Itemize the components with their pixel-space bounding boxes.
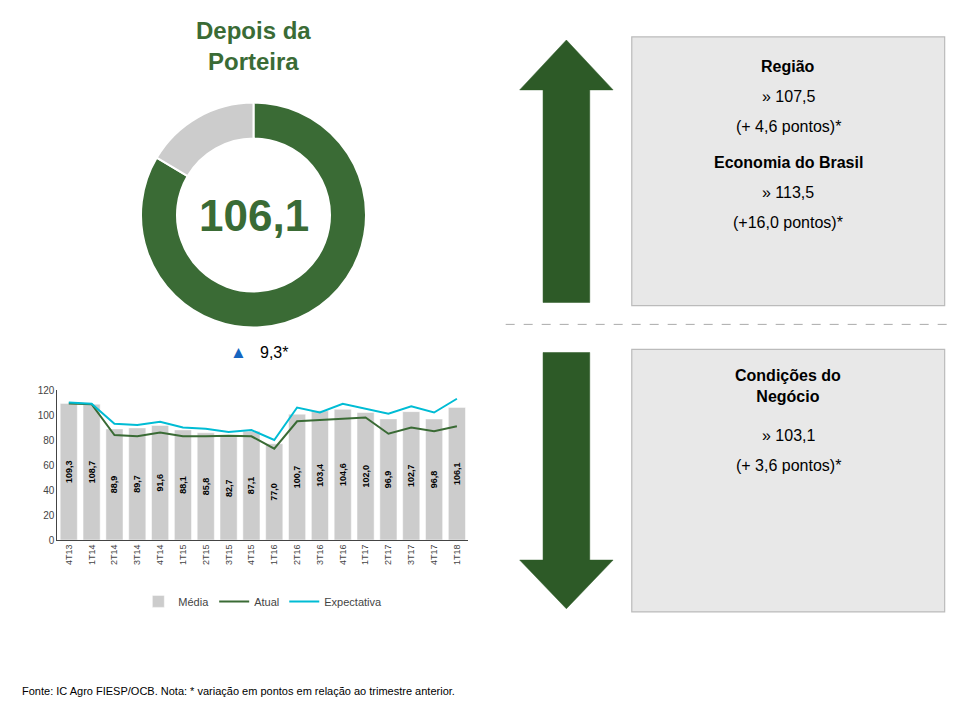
svg-text:88,9: 88,9 <box>109 476 119 494</box>
svg-text:Economia do Brasil: Economia do Brasil <box>714 154 863 171</box>
svg-text:2T16: 2T16 <box>292 545 302 566</box>
svg-text:3T14: 3T14 <box>132 545 142 566</box>
svg-text:4T14: 4T14 <box>155 545 165 566</box>
svg-text:91,6: 91,6 <box>155 474 165 492</box>
svg-text:1T15: 1T15 <box>178 545 188 566</box>
svg-text:1T16: 1T16 <box>269 545 279 566</box>
svg-text:Depois daPorteira: Depois daPorteira <box>196 17 311 75</box>
svg-text:4T15: 4T15 <box>246 545 256 566</box>
svg-text:109,3: 109,3 <box>64 460 74 483</box>
svg-text:3T15: 3T15 <box>224 545 234 566</box>
svg-text:Região: Região <box>761 58 815 75</box>
svg-text:77,0: 77,0 <box>269 483 279 501</box>
svg-text:120: 120 <box>38 385 55 396</box>
svg-text:(+ 3,6 pontos)*: (+ 3,6 pontos)* <box>736 457 841 474</box>
svg-text:2T14: 2T14 <box>109 545 119 566</box>
svg-text:60: 60 <box>43 460 55 471</box>
svg-text:82,7: 82,7 <box>224 480 234 498</box>
svg-text:100,7: 100,7 <box>292 466 302 489</box>
svg-text:(+16,0 pontos)*: (+16,0 pontos)* <box>733 214 843 231</box>
svg-text:89,7: 89,7 <box>132 475 142 493</box>
svg-text:2T15: 2T15 <box>201 545 211 566</box>
svg-text:40: 40 <box>43 485 55 496</box>
svg-text:1T18: 1T18 <box>452 545 462 566</box>
svg-text:» 107,5: » 107,5 <box>762 88 815 105</box>
svg-text:1T14: 1T14 <box>87 545 97 566</box>
svg-text:2T17: 2T17 <box>383 545 393 566</box>
svg-text:Média: Média <box>178 596 209 608</box>
svg-text:96,9: 96,9 <box>383 471 393 489</box>
svg-text:103,4: 103,4 <box>315 464 325 487</box>
svg-text:102,7: 102,7 <box>406 465 416 488</box>
svg-text:4T13: 4T13 <box>64 545 74 566</box>
svg-text:106,1: 106,1 <box>199 191 309 240</box>
svg-text:88,1: 88,1 <box>178 476 188 494</box>
svg-text:80: 80 <box>43 435 55 446</box>
svg-text:Fonte: IC Agro FIESP/OCB. Nota: Fonte: IC Agro FIESP/OCB. Nota: * variaç… <box>22 685 455 697</box>
svg-text:3T17: 3T17 <box>406 545 416 566</box>
svg-text:104,6: 104,6 <box>338 463 348 486</box>
svg-text:96,8: 96,8 <box>429 471 439 489</box>
svg-text:9,3*: 9,3* <box>260 344 288 361</box>
svg-text:1T17: 1T17 <box>361 545 371 566</box>
svg-text:3T16: 3T16 <box>315 545 325 566</box>
svg-text:20: 20 <box>43 510 55 521</box>
svg-text:Expectativa: Expectativa <box>324 596 382 608</box>
svg-text:108,7: 108,7 <box>87 461 97 484</box>
svg-text:0: 0 <box>49 535 55 546</box>
svg-text:87,1: 87,1 <box>246 477 256 495</box>
svg-text:▲: ▲ <box>230 343 247 362</box>
svg-text:106,1: 106,1 <box>452 462 462 485</box>
svg-text:(+ 4,6 pontos)*: (+ 4,6 pontos)* <box>736 118 841 135</box>
svg-text:Condições doNegócio: Condições doNegócio <box>735 367 841 405</box>
svg-text:4T17: 4T17 <box>429 545 439 566</box>
svg-text:4T16: 4T16 <box>338 545 348 566</box>
svg-text:102,0: 102,0 <box>361 465 371 488</box>
svg-text:» 103,1: » 103,1 <box>762 427 815 444</box>
svg-text:Atual: Atual <box>254 596 279 608</box>
svg-text:85,8: 85,8 <box>201 478 211 496</box>
svg-text:100: 100 <box>38 410 55 421</box>
svg-text:» 113,5: » 113,5 <box>762 184 814 201</box>
